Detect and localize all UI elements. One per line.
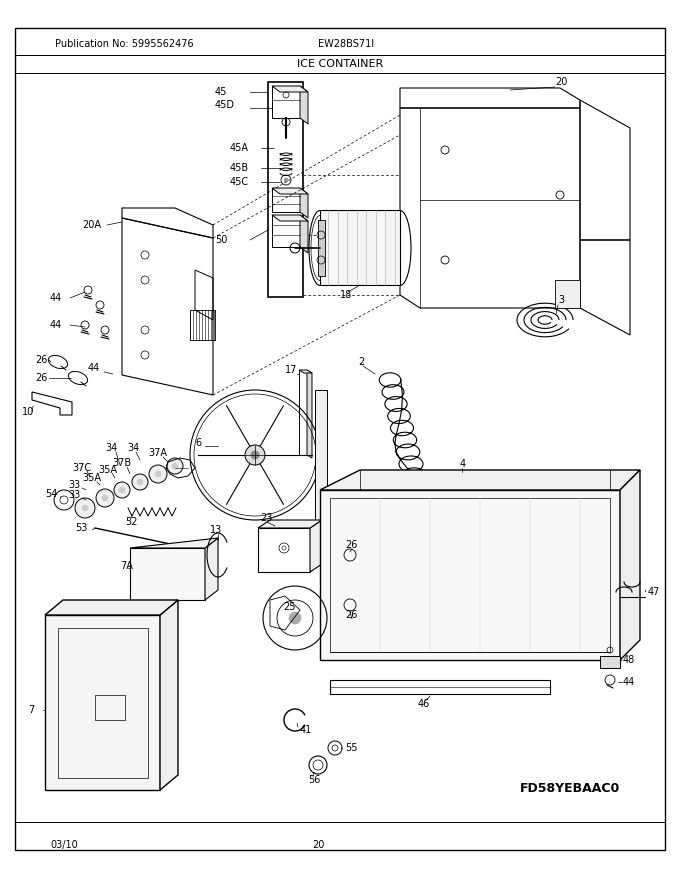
Circle shape — [172, 463, 178, 469]
Text: 37B: 37B — [112, 458, 131, 468]
Circle shape — [155, 471, 161, 477]
Text: 56: 56 — [308, 775, 320, 785]
Polygon shape — [307, 370, 312, 458]
Text: 37A: 37A — [148, 448, 167, 458]
Text: 26: 26 — [35, 355, 48, 365]
Polygon shape — [272, 86, 308, 92]
Text: 44: 44 — [50, 293, 63, 303]
Text: 7A: 7A — [120, 561, 133, 571]
Polygon shape — [620, 470, 640, 660]
Text: 45B: 45B — [230, 163, 249, 173]
Text: 55: 55 — [345, 743, 358, 753]
Polygon shape — [320, 210, 400, 285]
Text: 44: 44 — [50, 320, 63, 330]
Circle shape — [82, 505, 88, 511]
Text: FD58YEBAAC0: FD58YEBAAC0 — [520, 781, 620, 795]
Polygon shape — [45, 615, 160, 790]
Text: 25: 25 — [283, 602, 296, 612]
Text: 53: 53 — [75, 523, 87, 533]
Polygon shape — [45, 600, 178, 615]
Circle shape — [284, 178, 288, 182]
Text: 34: 34 — [105, 443, 117, 453]
Text: 20A: 20A — [82, 220, 101, 230]
Text: 35A: 35A — [82, 473, 101, 483]
Text: 3: 3 — [558, 295, 564, 305]
Text: EW28BS71I: EW28BS71I — [318, 39, 374, 49]
Circle shape — [251, 451, 259, 459]
Text: 26: 26 — [345, 610, 358, 620]
Text: 03/10: 03/10 — [50, 840, 78, 850]
Polygon shape — [300, 215, 308, 253]
Circle shape — [132, 474, 148, 490]
Text: ICE CONTAINER: ICE CONTAINER — [297, 59, 383, 69]
Text: 45A: 45A — [230, 143, 249, 153]
Circle shape — [119, 487, 125, 493]
Circle shape — [149, 465, 167, 483]
Polygon shape — [600, 656, 620, 668]
Polygon shape — [272, 188, 308, 194]
Text: Publication No: 5995562476: Publication No: 5995562476 — [55, 39, 194, 49]
Polygon shape — [272, 215, 308, 221]
Text: 44: 44 — [88, 363, 100, 373]
Polygon shape — [299, 370, 312, 373]
Text: 13: 13 — [210, 525, 222, 535]
Circle shape — [137, 479, 143, 485]
Circle shape — [75, 498, 95, 518]
Circle shape — [102, 495, 108, 501]
Text: 4: 4 — [460, 459, 466, 469]
Polygon shape — [300, 86, 308, 124]
Text: 34: 34 — [127, 443, 139, 453]
Polygon shape — [320, 490, 620, 660]
Text: 37C: 37C — [72, 463, 91, 473]
Polygon shape — [160, 600, 178, 790]
Polygon shape — [130, 538, 218, 548]
Text: 45D: 45D — [215, 100, 235, 110]
Text: 23: 23 — [260, 513, 273, 523]
Text: 33: 33 — [68, 480, 80, 490]
Text: 17: 17 — [285, 365, 297, 375]
Polygon shape — [310, 520, 322, 572]
Text: 45C: 45C — [230, 177, 249, 187]
Polygon shape — [300, 188, 308, 218]
Text: 52: 52 — [125, 517, 137, 527]
Circle shape — [114, 482, 130, 498]
Text: 50: 50 — [215, 235, 227, 245]
Bar — [268, 82, 303, 297]
Circle shape — [289, 612, 301, 624]
Polygon shape — [318, 220, 325, 276]
Text: 26: 26 — [35, 373, 48, 383]
Text: 48: 48 — [623, 655, 635, 665]
Polygon shape — [320, 470, 640, 490]
Text: 2: 2 — [358, 357, 364, 367]
Text: 7: 7 — [28, 705, 34, 715]
Polygon shape — [258, 520, 322, 528]
Text: 6: 6 — [195, 438, 201, 448]
Polygon shape — [205, 538, 218, 600]
Text: 46: 46 — [418, 699, 430, 709]
Text: 44: 44 — [623, 677, 635, 687]
Text: 35A: 35A — [98, 465, 117, 475]
Text: 20: 20 — [312, 840, 324, 850]
Text: 33: 33 — [68, 490, 80, 500]
Circle shape — [167, 458, 183, 474]
Text: 47: 47 — [648, 587, 660, 597]
Text: 10: 10 — [22, 407, 34, 417]
Circle shape — [96, 489, 114, 507]
Circle shape — [245, 445, 265, 465]
Polygon shape — [130, 548, 205, 600]
Polygon shape — [555, 280, 580, 308]
Text: 20: 20 — [555, 77, 567, 87]
Bar — [315, 390, 327, 520]
Text: 18: 18 — [340, 290, 352, 300]
Text: 54: 54 — [45, 489, 57, 499]
Text: 41: 41 — [300, 725, 312, 735]
Text: 26: 26 — [345, 540, 358, 550]
Text: 45: 45 — [215, 87, 227, 97]
